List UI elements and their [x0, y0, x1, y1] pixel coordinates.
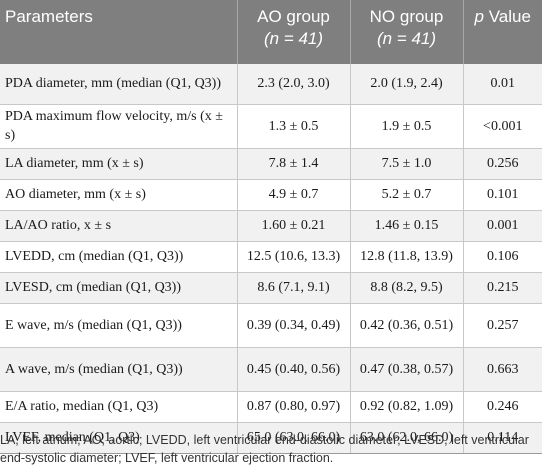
row-parameter: LA/AO ratio, x ± s: [0, 210, 238, 242]
table-row: PDA diameter, mm (median (Q1, Q3)) 2.3 (…: [0, 64, 542, 105]
row-parameter: PDA diameter, mm (median (Q1, Q3)): [0, 64, 238, 105]
row-p-value: 0.01: [463, 64, 542, 105]
row-ao-value: 0.39 (0.34, 0.49): [237, 303, 351, 348]
header-value-word: Value: [484, 7, 531, 26]
table-footnote: LA, left atrium; AO, aortic; LVEDD, left…: [0, 433, 529, 465]
row-p-value: <0.001: [463, 104, 542, 149]
table-row: LVEDD, cm (median (Q1, Q3)) 12.5 (10.6, …: [0, 241, 542, 273]
data-table: Parameters AO group (n = 41) NO group (n…: [0, 0, 542, 454]
row-no-value: 12.8 (11.8, 13.9): [350, 241, 464, 273]
row-parameter: LVEDD, cm (median (Q1, Q3)): [0, 241, 238, 273]
table-row: LVESD, cm (median (Q1, Q3)) 8.6 (7.1, 9.…: [0, 272, 542, 304]
row-no-value: 5.2 ± 0.7: [350, 179, 464, 211]
row-p-value: 0.001: [463, 210, 542, 242]
row-p-value: 0.246: [463, 391, 542, 423]
row-no-value: 8.8 (8.2, 9.5): [350, 272, 464, 304]
row-p-value: 0.257: [463, 303, 542, 348]
row-ao-value: 1.3 ± 0.5: [237, 104, 351, 149]
table-row: PDA maximum flow velocity, m/s (x ± s) 1…: [0, 104, 542, 149]
row-no-value: 1.46 ± 0.15: [350, 210, 464, 242]
header-no-group: NO group (n = 41): [350, 0, 464, 64]
row-p-value: 0.106: [463, 241, 542, 273]
row-no-value: 0.92 (0.82, 1.09): [350, 391, 464, 423]
row-ao-value: 12.5 (10.6, 13.3): [237, 241, 351, 273]
row-ao-value: 4.9 ± 0.7: [237, 179, 351, 211]
row-p-value: 0.101: [463, 179, 542, 211]
row-parameter: AO diameter, mm (x ± s): [0, 179, 238, 211]
table-row: E/A ratio, median (Q1, Q3) 0.87 (0.80, 0…: [0, 391, 542, 423]
row-ao-value: 0.87 (0.80, 0.97): [237, 391, 351, 423]
row-ao-value: 1.60 ± 0.21: [237, 210, 351, 242]
row-parameter: E/A ratio, median (Q1, Q3): [0, 391, 238, 423]
row-parameter: E wave, m/s (median (Q1, Q3)): [0, 303, 238, 348]
row-ao-value: 7.8 ± 1.4: [237, 148, 351, 180]
header-ao-group: AO group (n = 41): [237, 0, 351, 64]
row-parameter: LVEF, median (Q1, Q3): [0, 422, 238, 454]
row-no-value: 1.9 ± 0.5: [350, 104, 464, 149]
table-row: E wave, m/s (median (Q1, Q3)) 0.39 (0.34…: [0, 303, 542, 348]
row-p-value: 0.256: [463, 148, 542, 180]
header-no-title: NO group: [369, 7, 444, 26]
row-no-value: 7.5 ± 1.0: [350, 148, 464, 180]
row-no-value: 63.0 (62.0, 66.0): [350, 422, 464, 454]
row-parameter: LVESD, cm (median (Q1, Q3)): [0, 272, 238, 304]
table-row: LVEF, median (Q1, Q3) 65.0 (63.0, 66.0) …: [0, 422, 542, 454]
table-row: AO diameter, mm (x ± s) 4.9 ± 0.7 5.2 ± …: [0, 179, 542, 211]
header-row: Parameters AO group (n = 41) NO group (n…: [0, 0, 542, 64]
header-p-value: p Value: [463, 0, 542, 64]
row-ao-value: 2.3 (2.0, 3.0): [237, 64, 351, 105]
row-parameter: LA diameter, mm (x ± s): [0, 148, 238, 180]
row-p-value: 0.215: [463, 272, 542, 304]
row-ao-value: 8.6 (7.1, 9.1): [237, 272, 351, 304]
row-ao-value: 65.0 (63.0, 66.0): [237, 422, 351, 454]
row-parameter: PDA maximum flow velocity, m/s (x ± s): [0, 104, 238, 149]
header-p-symbol: p: [474, 7, 484, 26]
row-no-value: 2.0 (1.9, 2.4): [350, 64, 464, 105]
row-ao-value: 0.45 (0.40, 0.56): [237, 347, 351, 392]
table-row: LA diameter, mm (x ± s) 7.8 ± 1.4 7.5 ± …: [0, 148, 542, 180]
header-ao-title: AO group: [257, 7, 330, 26]
table-row: LA/AO ratio, x ± s 1.60 ± 0.21 1.46 ± 0.…: [0, 210, 542, 242]
header-parameters: Parameters: [0, 0, 238, 64]
row-p-value: 0.663: [463, 347, 542, 392]
header-ao-count: (n = 41): [263, 29, 324, 48]
row-p-value: 0.114: [463, 422, 542, 454]
table-row: A wave, m/s (median (Q1, Q3)) 0.45 (0.40…: [0, 347, 542, 392]
row-no-value: 0.42 (0.36, 0.51): [350, 303, 464, 348]
row-parameter: A wave, m/s (median (Q1, Q3)): [0, 347, 238, 392]
header-no-count: (n = 41): [376, 29, 437, 48]
row-no-value: 0.47 (0.38, 0.57): [350, 347, 464, 392]
